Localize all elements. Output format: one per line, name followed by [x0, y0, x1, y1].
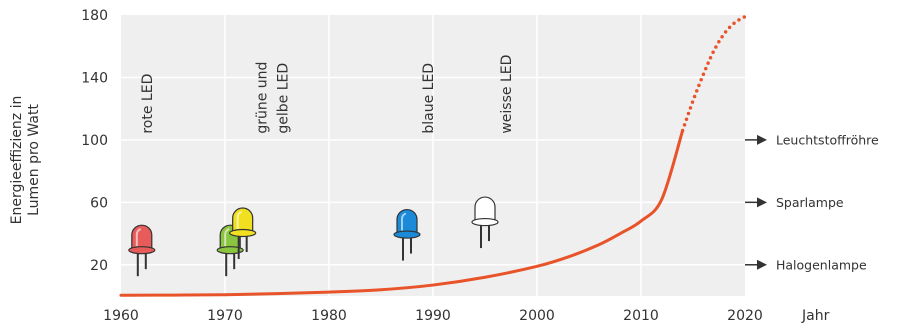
annotation-label: blaue LED: [421, 63, 437, 134]
x-tick-label: 2020: [727, 308, 763, 324]
reference-lamps: Leuchtstoffröhre Sparlampe Halogenlampe: [745, 132, 879, 272]
reference-label: Leuchtstoffröhre: [776, 132, 879, 147]
led-highlight: [135, 228, 142, 247]
x-tick-label: 1960: [103, 308, 139, 324]
x-tick-labels: 1960 1970 1980 1990 2000 2010 2020: [103, 308, 763, 324]
led-body: [396, 208, 418, 235]
led-body: [474, 196, 496, 222]
led-rim: [229, 228, 257, 238]
reference-marker: Leuchtstoffröhre: [745, 132, 879, 147]
led-highlight: [401, 212, 407, 231]
led-body: [131, 224, 153, 250]
led-rim: [393, 230, 421, 239]
y-axis-label-line: Lumen pro Watt: [26, 104, 42, 216]
series-line-efficiency: [119, 129, 685, 297]
led-illustrations: [128, 196, 499, 277]
annotation-label: grüne und: [255, 62, 271, 134]
annotation-label: weisse LED: [499, 55, 515, 134]
led-body: [232, 207, 254, 233]
annotation-label: rote LED: [140, 74, 156, 134]
x-tick-label: 2010: [623, 308, 659, 324]
grid: [121, 15, 745, 296]
series-line-projected: [680, 14, 747, 133]
y-tick-label: 140: [81, 70, 108, 86]
led-highlight: [236, 211, 243, 229]
led-rim: [128, 246, 156, 255]
x-tick-label: 1990: [415, 308, 451, 324]
led-rim: [216, 246, 244, 255]
x-tick-label: 1970: [207, 308, 243, 324]
reference-arrow-head: [757, 197, 767, 208]
reference-arrow-head: [757, 259, 767, 270]
led-icon: [128, 224, 156, 277]
led-icon: [393, 208, 421, 261]
annotation-label: gelbe LED: [275, 63, 291, 134]
y-tick-label: 60: [90, 195, 108, 211]
led-icon: [229, 207, 257, 259]
y-tick-label: 180: [81, 8, 108, 24]
y-tick-label: 20: [90, 258, 108, 274]
annotations: rote LED grüne und gelbe LED blaue LED weiss…: [140, 55, 515, 134]
reference-arrow-head: [757, 134, 767, 145]
led-icon: [471, 196, 499, 249]
reference-label: Sparlampe: [776, 195, 844, 210]
led-highlight: [479, 200, 485, 219]
series-lines: [119, 14, 747, 297]
led-rim: [471, 217, 499, 227]
reference-label: Halogenlampe: [776, 257, 867, 272]
reference-marker: Halogenlampe: [745, 257, 867, 272]
reference-marker: Sparlampe: [745, 195, 844, 210]
y-axis-label-line: Energieeffizienz in: [9, 96, 25, 225]
x-tick-label: 1980: [311, 308, 347, 324]
led-highlight: [224, 228, 230, 247]
y-tick-label: 100: [81, 133, 108, 149]
y-axis-label: Energieeffizienz inLumen pro Watt: [9, 96, 42, 225]
x-tick-label: 2000: [519, 308, 555, 324]
y-tick-labels: 20 60 100 140 180: [81, 8, 108, 274]
x-axis-label: Jahr: [801, 308, 830, 324]
